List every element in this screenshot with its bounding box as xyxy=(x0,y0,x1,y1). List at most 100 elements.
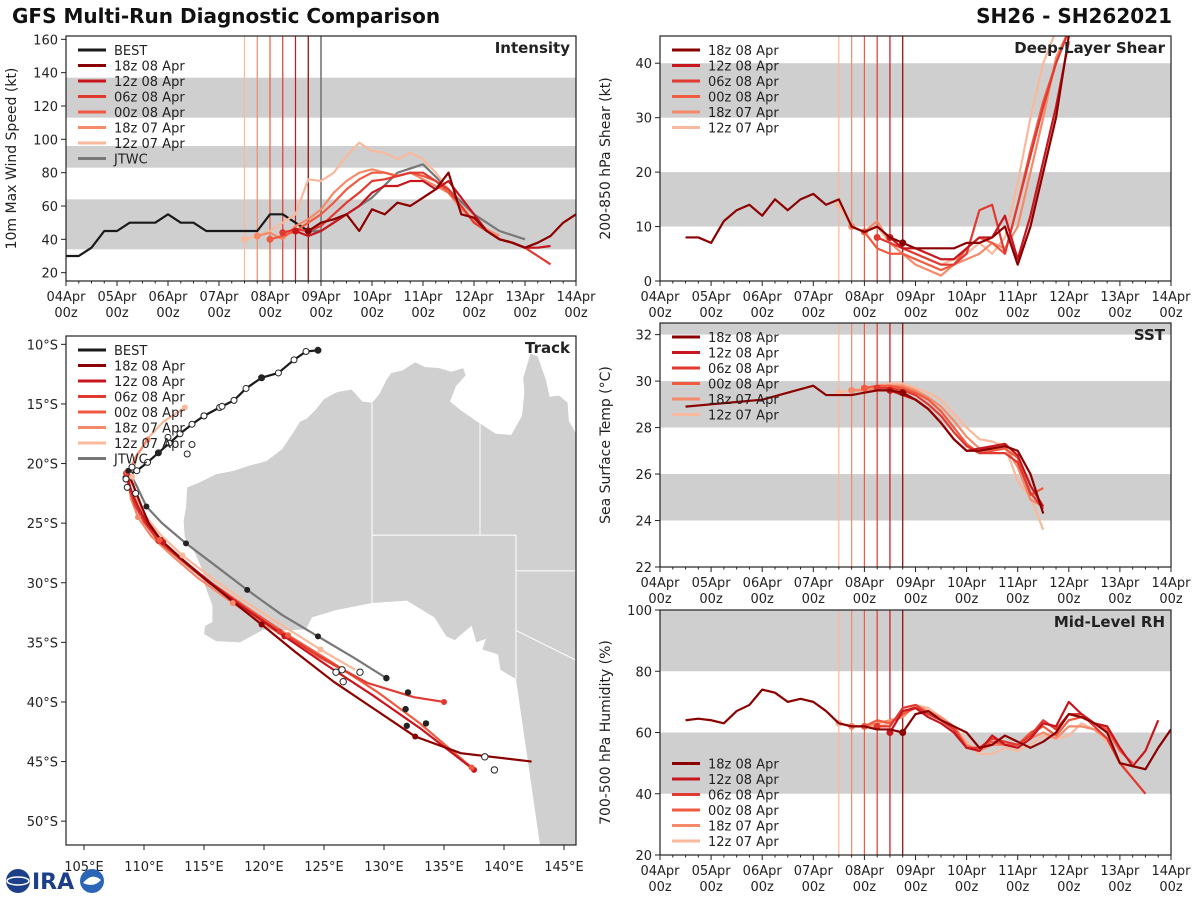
track-open-marker xyxy=(490,766,499,774)
track-open-marker xyxy=(218,402,226,410)
x-tick-label: 00z xyxy=(1159,306,1183,321)
x-tick-label: 14Apr xyxy=(556,290,596,305)
band xyxy=(660,610,1171,672)
legend-label: 12z 08 Apr xyxy=(114,375,185,390)
x-tick-label: 09Apr xyxy=(301,290,341,305)
y-tick-label: 28 xyxy=(635,422,652,437)
legend-label: JTWC xyxy=(113,153,148,168)
x-tick-label: 00z xyxy=(802,592,826,607)
x-tick-label: 13Apr xyxy=(1100,290,1140,305)
land-tasmania xyxy=(559,710,576,745)
storm-id: SH26 - SH262021 xyxy=(976,4,1172,28)
track-run-marker xyxy=(276,628,283,635)
y-tick-label: 160 xyxy=(33,33,58,48)
y-tick-label: 80 xyxy=(41,167,58,182)
x-tick-label: 12Apr xyxy=(454,290,494,305)
track-open-marker xyxy=(183,450,191,458)
track-run-marker xyxy=(181,404,188,411)
series-best xyxy=(66,213,321,258)
x-tick-label: 00z xyxy=(955,306,979,321)
y-tick-label: 20 xyxy=(41,267,58,282)
x-tick-label: 00z xyxy=(699,880,723,895)
x-tick-label: 00z xyxy=(751,880,775,895)
series-run xyxy=(889,700,1160,768)
band xyxy=(660,474,1171,521)
track-best-marker xyxy=(154,449,162,457)
legend-label: 18z 08 Apr xyxy=(708,331,779,346)
x-tick-label: 00z xyxy=(648,880,672,895)
x-tick-label: 00z xyxy=(853,592,877,607)
legend-label: 18z 08 Apr xyxy=(708,44,779,59)
legend-label: BEST xyxy=(114,344,147,359)
track-jtwc-marker xyxy=(143,503,150,510)
legend-label: 12z 07 Apr xyxy=(708,835,779,850)
map-body xyxy=(122,346,576,845)
run-init-marker xyxy=(899,389,907,397)
legend-label: 00z 08 Apr xyxy=(114,406,185,421)
y-tick-label: 30 xyxy=(635,375,652,390)
run-init-marker xyxy=(304,227,312,235)
panel-title: Track xyxy=(525,339,571,357)
band xyxy=(660,732,1171,794)
x-tick-label: 00z xyxy=(309,306,333,321)
run-init-marker xyxy=(253,232,261,240)
x-tick-label: 14Apr xyxy=(1151,576,1191,591)
y-tick-label: 100 xyxy=(627,604,652,619)
series-group xyxy=(685,36,1070,277)
panel-title: Intensity xyxy=(495,39,571,57)
run-init-marker xyxy=(279,229,287,237)
legend-label: 18z 07 Apr xyxy=(114,122,185,137)
series-group xyxy=(66,141,576,266)
x-tick-label: 08Apr xyxy=(845,290,885,305)
track-filled-marker xyxy=(402,705,409,713)
x-tick-label: 00z xyxy=(1108,306,1132,321)
track-filled-marker xyxy=(422,720,430,727)
x-tick-label: 13Apr xyxy=(1100,576,1140,591)
series-run xyxy=(877,703,1147,795)
y-tick-label: 60 xyxy=(635,727,652,742)
x-tick-label: 00z xyxy=(105,306,129,321)
y-tick-label: 30 xyxy=(635,112,652,127)
y-tick-label: 100 xyxy=(33,133,58,148)
track-open-marker xyxy=(481,753,489,761)
x-tick-label: 10Apr xyxy=(947,576,987,591)
y-tick-label: 0 xyxy=(644,275,652,290)
track-open-marker xyxy=(164,433,172,441)
x-tick-label: 07Apr xyxy=(794,864,834,879)
x-tick-label: 00z xyxy=(462,306,486,321)
legend-label: 18z 07 Apr xyxy=(114,422,185,437)
x-tick-label: 08Apr xyxy=(845,864,885,879)
panel-sst: 04Apr00z05Apr00z06Apr00z07Apr00z08Apr00z… xyxy=(598,322,1191,607)
legend-label: 00z 08 Apr xyxy=(708,91,779,106)
x-tick-label: 05Apr xyxy=(97,290,137,305)
x-tick-label: 09Apr xyxy=(896,576,936,591)
x-tick-label: 00z xyxy=(207,306,231,321)
x-tick-label: 05Apr xyxy=(692,576,732,591)
track-open-marker xyxy=(338,666,346,674)
track-best-marker xyxy=(290,356,298,364)
x-tick-label: 130°E xyxy=(364,860,404,875)
y-tick-label: 45°S xyxy=(27,756,58,771)
x-tick-label: 00z xyxy=(1057,880,1081,895)
legend-label: 12z 07 Apr xyxy=(114,137,185,152)
y-tick-label: 30°S xyxy=(27,577,58,592)
y-tick-label: 140 xyxy=(33,67,58,82)
x-tick-label: 00z xyxy=(1108,592,1132,607)
x-tick-label: 00z xyxy=(751,592,775,607)
x-tick-label: 00z xyxy=(54,306,78,321)
y-axis-label: 700-500 hPa Humidity (%) xyxy=(598,640,614,825)
x-tick-label: 00z xyxy=(1108,880,1132,895)
track-filled-marker xyxy=(404,689,412,696)
svg-text:IRA: IRA xyxy=(32,870,74,895)
x-tick-label: 00z xyxy=(513,306,537,321)
legend-label: 12z 08 Apr xyxy=(114,75,185,90)
y-tick-label: 20°S xyxy=(27,458,58,473)
x-tick-label: 09Apr xyxy=(896,290,936,305)
y-tick-label: 24 xyxy=(635,515,652,530)
x-tick-label: 13Apr xyxy=(505,290,545,305)
x-tick-label: 00z xyxy=(411,306,435,321)
x-tick-label: 11Apr xyxy=(998,864,1038,879)
run-init-marker xyxy=(266,235,274,243)
x-tick-label: 00z xyxy=(802,880,826,895)
